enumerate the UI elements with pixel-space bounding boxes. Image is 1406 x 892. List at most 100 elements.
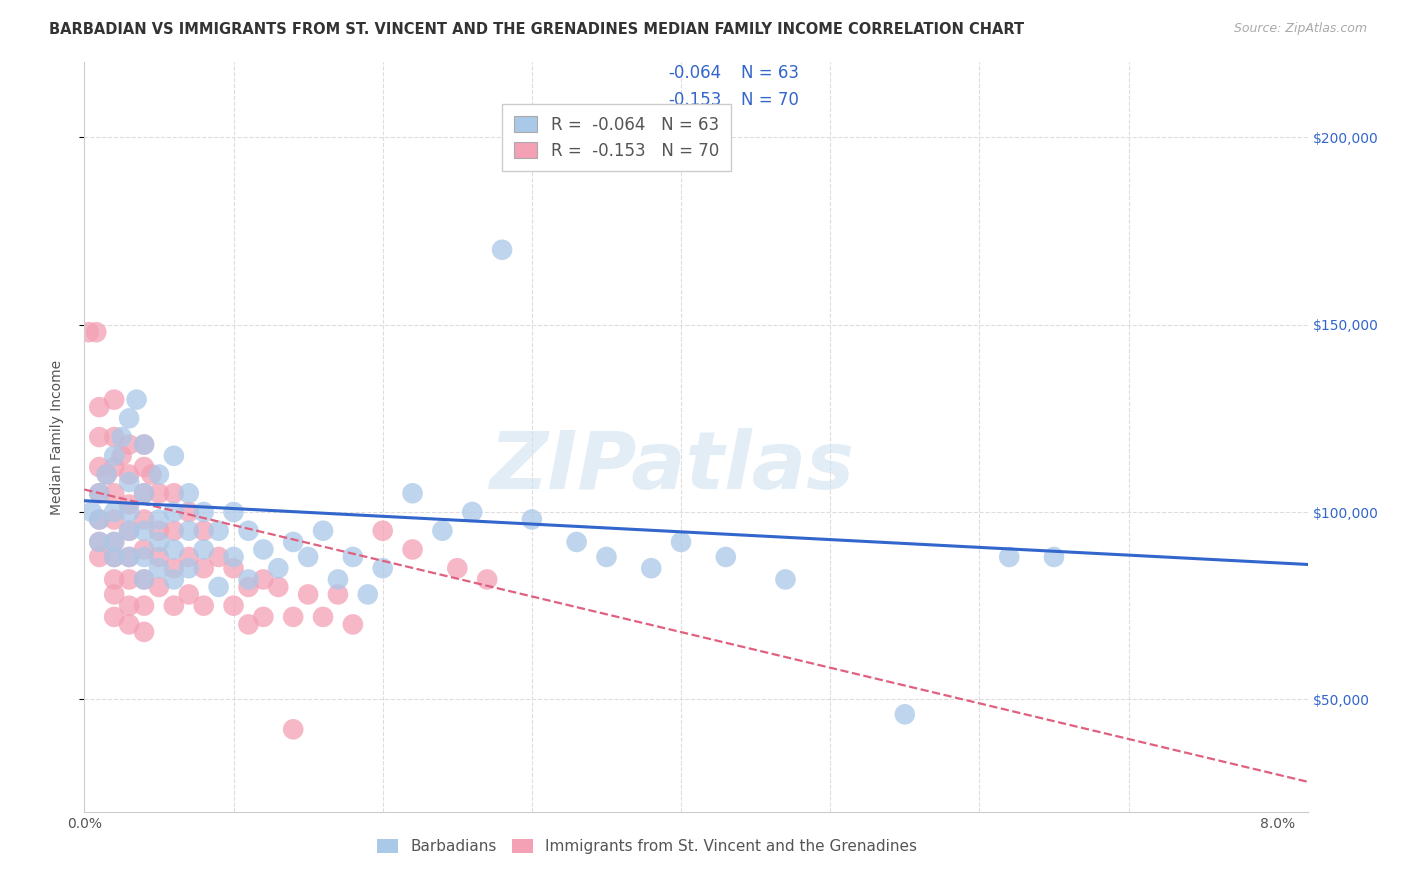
Point	[77, 325, 100, 339]
Point	[238, 524, 260, 538]
Point	[132, 486, 155, 500]
Point	[640, 561, 662, 575]
Point	[118, 498, 141, 512]
Point	[401, 486, 423, 500]
Point	[89, 535, 111, 549]
Point	[595, 549, 617, 564]
Point	[89, 549, 111, 564]
Point	[103, 549, 125, 564]
Point	[207, 524, 229, 538]
Point	[222, 599, 245, 613]
Point	[669, 535, 692, 549]
Point	[894, 707, 917, 722]
Point	[132, 573, 155, 587]
Point	[326, 587, 349, 601]
Point	[267, 561, 290, 575]
Point	[89, 535, 111, 549]
Point	[238, 573, 260, 587]
Point	[132, 460, 155, 475]
Point	[342, 617, 364, 632]
Point	[132, 573, 155, 587]
Point	[1043, 549, 1066, 564]
Text: N = 63: N = 63	[741, 64, 799, 82]
Point	[89, 486, 111, 500]
Point	[371, 561, 394, 575]
Point	[148, 524, 170, 538]
Point	[89, 460, 111, 475]
Point	[118, 573, 141, 587]
Point	[193, 505, 215, 519]
Point	[163, 573, 186, 587]
Point	[89, 430, 111, 444]
Point	[238, 617, 260, 632]
Point	[297, 587, 319, 601]
Text: Source: ZipAtlas.com: Source: ZipAtlas.com	[1233, 22, 1367, 36]
Point	[312, 524, 335, 538]
Point	[207, 549, 229, 564]
Point	[132, 524, 155, 538]
Point	[118, 467, 141, 482]
Point	[118, 475, 141, 489]
Legend: Barbadians, Immigrants from St. Vincent and the Grenadines: Barbadians, Immigrants from St. Vincent …	[371, 832, 924, 860]
Point	[103, 392, 125, 407]
Point	[118, 599, 141, 613]
Point	[475, 573, 498, 587]
Point	[132, 599, 155, 613]
Point	[775, 573, 797, 587]
Point	[163, 542, 186, 557]
Point	[96, 467, 118, 482]
Point	[118, 411, 141, 425]
Point	[132, 437, 155, 451]
Point	[148, 561, 170, 575]
Point	[148, 512, 170, 526]
Point	[118, 437, 141, 451]
Point	[267, 580, 290, 594]
Point	[371, 524, 394, 538]
Point	[491, 243, 513, 257]
Point	[103, 486, 125, 500]
Point	[118, 505, 141, 519]
Point	[89, 400, 111, 414]
Point	[238, 580, 260, 594]
Text: BARBADIAN VS IMMIGRANTS FROM ST. VINCENT AND THE GRENADINES MEDIAN FAMILY INCOME: BARBADIAN VS IMMIGRANTS FROM ST. VINCENT…	[49, 22, 1025, 37]
Y-axis label: Median Family Income: Median Family Income	[49, 359, 63, 515]
Point	[193, 524, 215, 538]
Point	[118, 524, 141, 538]
Point	[103, 549, 125, 564]
Point	[461, 505, 484, 519]
Point	[193, 599, 215, 613]
Point	[163, 561, 186, 575]
Point	[177, 587, 200, 601]
Point	[111, 430, 134, 444]
Point	[148, 535, 170, 549]
Point	[103, 460, 125, 475]
Point	[193, 561, 215, 575]
Point	[432, 524, 454, 538]
Point	[222, 549, 245, 564]
Point	[103, 449, 125, 463]
Point	[132, 437, 155, 451]
Point	[177, 505, 200, 519]
Point	[132, 486, 155, 500]
Point	[714, 549, 737, 564]
Point	[520, 512, 543, 526]
Point	[342, 549, 364, 564]
Point	[103, 535, 125, 549]
Point	[132, 542, 155, 557]
Point	[103, 505, 125, 519]
Point	[312, 610, 335, 624]
Point	[283, 535, 305, 549]
Point	[163, 599, 186, 613]
Point	[163, 524, 186, 538]
Point	[96, 467, 118, 482]
Point	[132, 624, 155, 639]
Point	[446, 561, 468, 575]
Point	[118, 524, 141, 538]
Point	[357, 587, 380, 601]
Point	[103, 512, 125, 526]
Point	[207, 580, 229, 594]
Text: -0.153: -0.153	[668, 91, 721, 109]
Point	[132, 512, 155, 526]
Point	[148, 486, 170, 500]
Point	[103, 573, 125, 587]
